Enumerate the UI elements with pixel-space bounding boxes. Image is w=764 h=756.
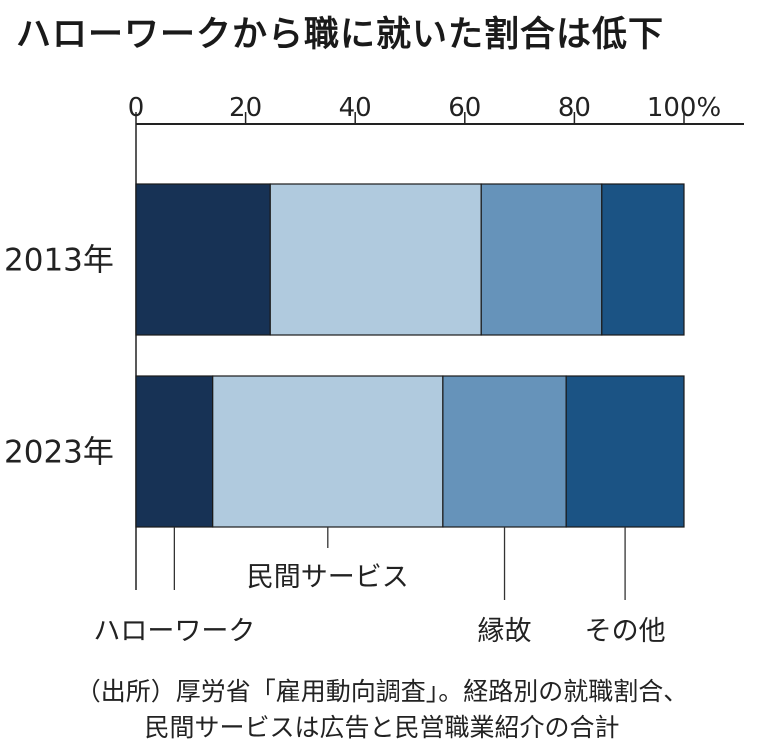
x-tick-label: 80: [558, 93, 591, 123]
legend-label: 縁故: [478, 616, 532, 647]
bar-segment: [135, 375, 214, 528]
legend-label: ハローワーク: [93, 616, 255, 647]
chart-title: ハローワークから職に就いた割合は低下: [16, 15, 665, 55]
x-tick-label: 100%: [647, 93, 721, 123]
legend-label: その他: [585, 616, 666, 647]
category-label: 2023年: [4, 435, 114, 471]
category-label: 2013年: [4, 243, 114, 279]
bar-segment: [601, 183, 685, 336]
bar-segment: [565, 375, 685, 528]
bar-segment: [480, 183, 603, 336]
x-tick-label: 20: [229, 93, 262, 123]
source-note: （出所）厚労省「雇用動向調査」。経路別の就職割合、: [75, 677, 689, 706]
bar-segment: [212, 375, 444, 528]
bar-segment: [269, 183, 482, 336]
bar-segment: [442, 375, 567, 528]
source-note-2: 民間サービスは広告と民営職業紹介の合計: [144, 713, 620, 742]
x-tick-label: 0: [128, 93, 145, 123]
x-tick-label: 40: [339, 93, 372, 123]
x-tick-label: 60: [448, 93, 481, 123]
bar-segment: [135, 183, 271, 336]
legend-label: 民間サービス: [247, 562, 409, 593]
